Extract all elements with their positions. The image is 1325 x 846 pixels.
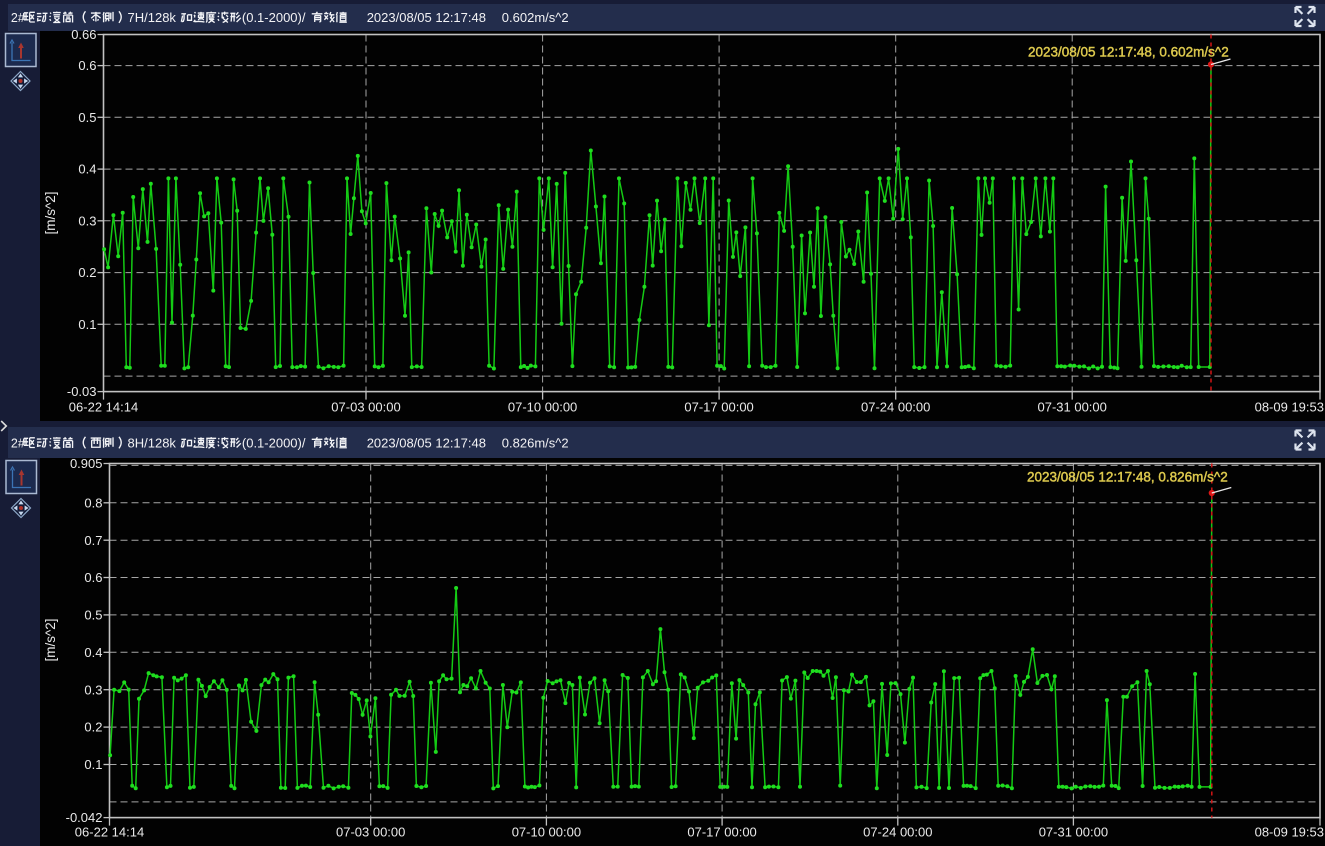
svg-text:0.1: 0.1 [78, 317, 96, 332]
svg-text:2023/08/05 12:17:48: 2023/08/05 12:17:48 [367, 436, 486, 451]
svg-text:0.905: 0.905 [70, 456, 103, 471]
svg-text:08-09 19:53: 08-09 19:53 [1255, 825, 1324, 840]
svg-text:07-17 00:00: 07-17 00:00 [687, 825, 756, 840]
svg-text:2023/08/05 12:17:48, 0.826m/s^: 2023/08/05 12:17:48, 0.826m/s^2 [1027, 470, 1228, 485]
svg-text:-0.03: -0.03 [67, 384, 97, 399]
svg-text:07-17 00:00: 07-17 00:00 [684, 400, 753, 415]
svg-text:7H/128k: 7H/128k [128, 10, 177, 25]
svg-text:(0.1-2000)/: (0.1-2000)/ [242, 436, 306, 451]
svg-text:[m/s^2]: [m/s^2] [43, 191, 58, 234]
svg-text:0.4: 0.4 [78, 162, 96, 177]
svg-text:(0.1-2000)/: (0.1-2000)/ [242, 10, 306, 25]
svg-text:8H/128k: 8H/128k [128, 436, 177, 451]
svg-text:0.2: 0.2 [78, 265, 96, 280]
svg-text:2023/08/05 12:17:48: 2023/08/05 12:17:48 [367, 10, 486, 25]
svg-text:0.602m/s^2: 0.602m/s^2 [502, 10, 569, 25]
svg-text:07-24 00:00: 07-24 00:00 [863, 825, 932, 840]
svg-text:2023/08/05 12:17:48, 0.602m/s^: 2023/08/05 12:17:48, 0.602m/s^2 [1028, 45, 1229, 60]
svg-text:[m/s^2]: [m/s^2] [43, 618, 58, 661]
svg-text:07-31 00:00: 07-31 00:00 [1037, 400, 1106, 415]
svg-text:2#: 2# [11, 11, 25, 25]
svg-text:0.8: 0.8 [84, 495, 102, 510]
svg-text:07-10 00:00: 07-10 00:00 [508, 400, 577, 415]
svg-text:0.2: 0.2 [84, 720, 102, 735]
svg-text:0.3: 0.3 [78, 213, 96, 228]
svg-text:07-10 00:00: 07-10 00:00 [512, 825, 581, 840]
svg-text:2#: 2# [11, 437, 25, 451]
svg-text:06-22 14:14: 06-22 14:14 [69, 400, 138, 415]
svg-text:0.6: 0.6 [84, 570, 102, 585]
svg-text:0.5: 0.5 [78, 110, 96, 125]
svg-text:0.3: 0.3 [84, 682, 102, 697]
svg-text:07-03 00:00: 07-03 00:00 [331, 400, 400, 415]
svg-text:0.1: 0.1 [84, 757, 102, 772]
svg-text:0.5: 0.5 [84, 608, 102, 623]
svg-text:0.4: 0.4 [84, 645, 102, 660]
svg-text:07-24 00:00: 07-24 00:00 [861, 400, 930, 415]
svg-text:0.6: 0.6 [78, 58, 96, 73]
svg-text:0.7: 0.7 [84, 533, 102, 548]
svg-text:06-22 14:14: 06-22 14:14 [75, 825, 144, 840]
svg-text:08-09 19:53: 08-09 19:53 [1255, 400, 1324, 415]
svg-text:07-03 00:00: 07-03 00:00 [336, 825, 405, 840]
svg-text:07-31 00:00: 07-31 00:00 [1039, 825, 1108, 840]
svg-text:0.826m/s^2: 0.826m/s^2 [502, 436, 569, 451]
svg-text:-0.042: -0.042 [66, 810, 103, 825]
svg-text:0.66: 0.66 [71, 27, 96, 42]
